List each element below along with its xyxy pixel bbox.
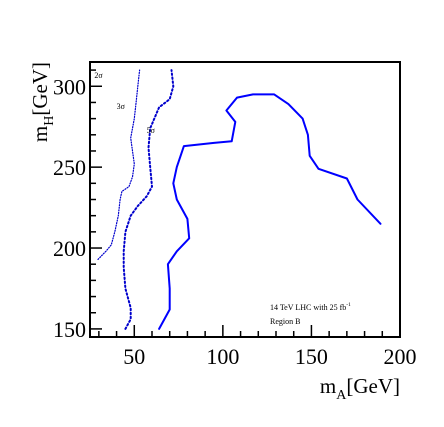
x-tick-label: 100 [206, 344, 239, 369]
x-tick-label: 50 [123, 344, 145, 369]
y-axis-label-unit: [GeV] [28, 62, 52, 116]
y-axis-label-main: m [28, 126, 52, 142]
y-axis-label: mH[GeV] [28, 62, 57, 142]
annotation-line-1: 14 TeV LHC with 25 fb-1 [270, 302, 351, 312]
series-labels: 2σ 3σ 5σ [94, 71, 155, 135]
annotation-superscript: -1 [346, 302, 351, 308]
series-layer [97, 69, 382, 330]
y-tick-label: 150 [53, 317, 86, 342]
y-tick-label: 250 [53, 155, 86, 180]
contour-line-3sigma [122, 69, 175, 330]
series-label: 5σ [147, 126, 156, 135]
x-axis-label-unit: [GeV] [346, 374, 400, 398]
annotation-line-2: Region B [270, 317, 300, 326]
y-tick-label: 300 [53, 74, 86, 99]
y-axis-label-sub: H [42, 116, 57, 126]
x-tick-label: 200 [384, 344, 417, 369]
x-tick-label: 150 [295, 344, 328, 369]
axis-ticks [90, 69, 401, 337]
contour-line-2sigma [97, 69, 141, 260]
series-label: 3σ [117, 102, 126, 111]
axis-tick-labels: 50 100 150 200 150 200 250 300 [53, 74, 417, 369]
contour-line-5sigma [158, 93, 382, 330]
x-axis-label-main: m [320, 374, 336, 398]
x-axis-label: mA[GeV] [320, 374, 400, 403]
series-label: 2σ [94, 71, 103, 80]
x-axis-label-sub: A [336, 388, 347, 403]
y-tick-label: 200 [53, 236, 86, 261]
